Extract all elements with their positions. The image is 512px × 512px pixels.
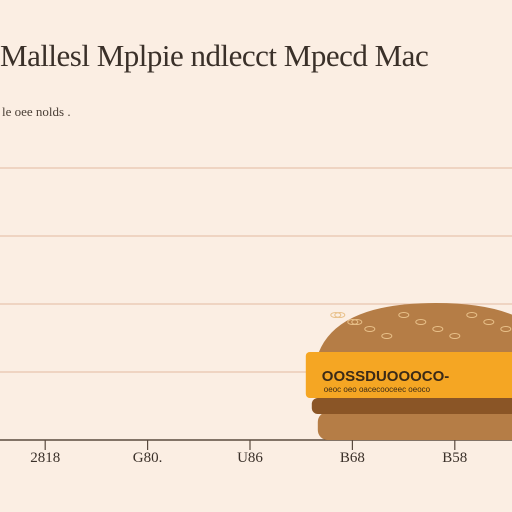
x-tick-label: U86 <box>237 450 263 466</box>
sesame-seed <box>500 326 512 332</box>
sesame-seed <box>347 319 359 325</box>
x-tick-label: B68 <box>340 450 365 466</box>
sesame-seed <box>330 312 342 318</box>
x-tick-label: B58 <box>442 450 467 466</box>
burger-patty <box>311 398 512 414</box>
bar-sublabel: oeoc oeo oacecooceec oeoco <box>324 385 431 394</box>
sesame-seed <box>432 326 444 332</box>
sesame-seed <box>483 319 495 325</box>
sesame-seed <box>449 333 461 339</box>
sesame-seed <box>398 312 410 318</box>
x-tick-label: 2818 <box>30 450 60 466</box>
bottom-bun <box>317 412 512 440</box>
sesame-seed <box>466 312 478 318</box>
chart-subtitle: le oee nolds . <box>2 104 71 119</box>
sesame-seed <box>415 319 427 325</box>
cheese-band <box>305 352 512 398</box>
burger-bar: OOSSDUOOOCO-oeoc oeo oacecooceec oeoco <box>305 303 512 440</box>
sesame-seed <box>364 326 376 332</box>
bar-label: OOSSDUOOOCO- <box>322 368 450 385</box>
chart-title: Mallesl Mplpie ndlecct Mpecd Mac <box>0 38 429 73</box>
x-tick-label: G80. <box>133 450 163 466</box>
sesame-seed <box>334 312 346 318</box>
x-axis: 2818 G80. U86 B68 B58 <box>0 439 512 466</box>
sesame-seed <box>351 319 363 325</box>
sesame-seed <box>381 333 393 339</box>
